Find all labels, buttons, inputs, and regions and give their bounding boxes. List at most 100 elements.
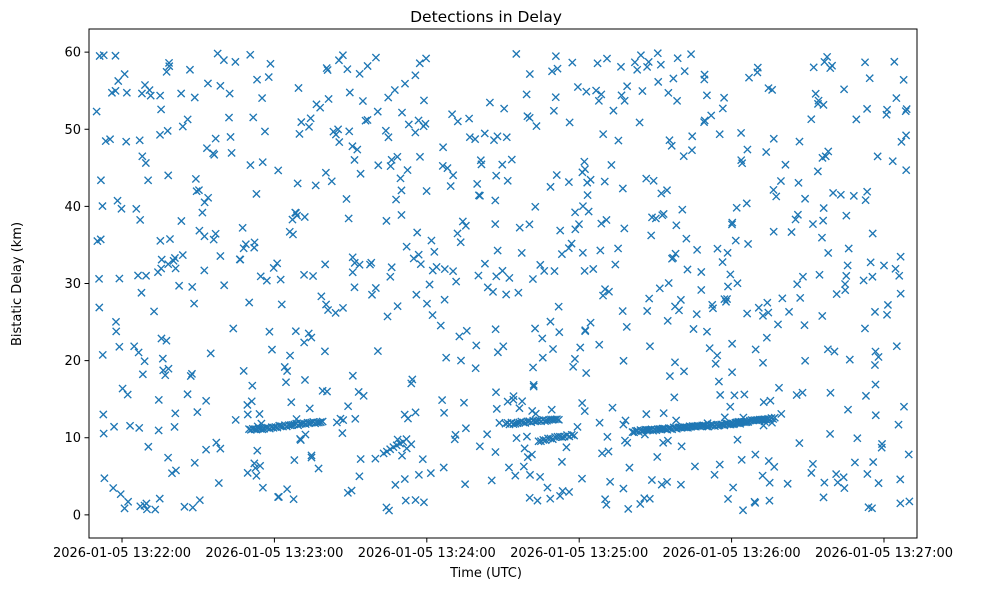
detection-marker: [700, 116, 709, 125]
detection-marker: [514, 288, 523, 297]
detection-marker: [111, 86, 120, 95]
detection-marker: [604, 447, 613, 456]
detection-marker: [188, 503, 197, 512]
detection-marker: [890, 57, 899, 66]
detection-marker: [644, 57, 653, 67]
detection-marker: [116, 490, 125, 499]
detection-marker: [112, 327, 121, 336]
detection-marker: [363, 61, 372, 71]
detection-marker: [317, 292, 326, 301]
detection-marker: [778, 294, 787, 303]
detection-marker: [246, 50, 255, 59]
detection-marker: [809, 63, 818, 72]
detection-marker: [187, 369, 197, 378]
detection-marker: [252, 75, 262, 84]
detection-marker: [473, 179, 482, 188]
detection-marker: [281, 378, 291, 387]
x-tick-label: 2026-01-05 13:23:00: [205, 546, 343, 561]
detection-marker: [676, 480, 685, 489]
detection-marker: [288, 215, 297, 224]
detection-marker: [609, 106, 618, 115]
detection-marker: [533, 496, 542, 505]
detection-marker: [765, 496, 774, 505]
detection-marker: [783, 479, 792, 488]
detection-marker: [503, 397, 512, 406]
detection-marker: [294, 83, 303, 93]
detection-marker: [183, 115, 192, 124]
detection-marker: [491, 325, 500, 334]
detection-marker: [371, 283, 380, 293]
detection-marker: [323, 65, 332, 75]
detection-marker: [751, 450, 760, 459]
detection-marker: [402, 242, 411, 251]
detection-marker: [727, 220, 737, 229]
detection-marker: [792, 390, 801, 400]
detection-marker: [243, 468, 252, 477]
detection-marker: [525, 470, 535, 479]
detection-marker: [716, 390, 725, 400]
detection-marker: [471, 364, 480, 373]
detection-marker: [203, 79, 213, 88]
detection-marker: [509, 395, 518, 404]
detection-marker: [618, 307, 627, 316]
detection-marker: [338, 303, 348, 312]
detection-marker: [794, 178, 803, 187]
detection-marker: [536, 437, 546, 446]
detection-marker: [693, 245, 702, 254]
detection-marker: [720, 93, 729, 102]
detection-marker: [453, 229, 462, 238]
detection-marker: [439, 143, 448, 152]
detection-marker: [371, 454, 380, 463]
detection-marker: [162, 67, 171, 76]
detection-marker: [393, 302, 402, 311]
detection-marker: [161, 371, 170, 380]
detection-marker: [170, 253, 179, 263]
detection-marker: [593, 59, 602, 68]
detection-marker: [814, 96, 823, 105]
detection-marker: [795, 439, 804, 448]
x-tick-label: 2026-01-05 13:24:00: [358, 546, 496, 561]
detection-marker: [371, 53, 381, 62]
detection-marker: [178, 122, 187, 131]
detection-marker: [750, 497, 759, 506]
detection-marker: [574, 220, 584, 229]
detection-marker: [824, 248, 833, 258]
detection-marker: [212, 438, 221, 447]
detection-marker: [645, 294, 654, 303]
detection-marker: [657, 189, 666, 198]
detection-marker: [759, 398, 768, 407]
detection-marker: [193, 408, 202, 417]
detection-marker: [239, 244, 248, 253]
detection-marker: [707, 111, 716, 120]
detection-marker: [558, 433, 567, 442]
detection-marker: [531, 409, 540, 418]
detection-marker: [608, 403, 617, 412]
detection-marker: [532, 121, 541, 131]
detection-marker: [335, 138, 344, 147]
detection-marker: [529, 382, 538, 391]
detection-marker: [635, 118, 644, 127]
detection-marker: [896, 475, 905, 484]
detection-marker: [672, 221, 681, 230]
detection-marker: [358, 96, 367, 106]
detection-marker: [428, 311, 437, 320]
detection-marker: [276, 275, 285, 284]
detection-marker: [520, 444, 529, 453]
detection-marker: [738, 506, 748, 515]
detection-marker: [202, 445, 211, 454]
detection-marker: [502, 133, 511, 142]
detection-marker: [868, 229, 877, 238]
detection-marker: [688, 132, 697, 141]
detection-marker: [231, 57, 240, 66]
detection-marker: [555, 328, 564, 337]
detection-marker: [98, 350, 107, 360]
detection-marker: [396, 174, 405, 183]
detection-marker: [250, 459, 259, 468]
detection-marker: [384, 93, 393, 102]
detection-marker: [157, 255, 166, 264]
detection-marker: [449, 267, 458, 276]
detection-marker: [811, 89, 820, 98]
detection-marker: [597, 90, 606, 99]
detection-marker: [664, 278, 673, 288]
detection-marker: [711, 359, 720, 368]
